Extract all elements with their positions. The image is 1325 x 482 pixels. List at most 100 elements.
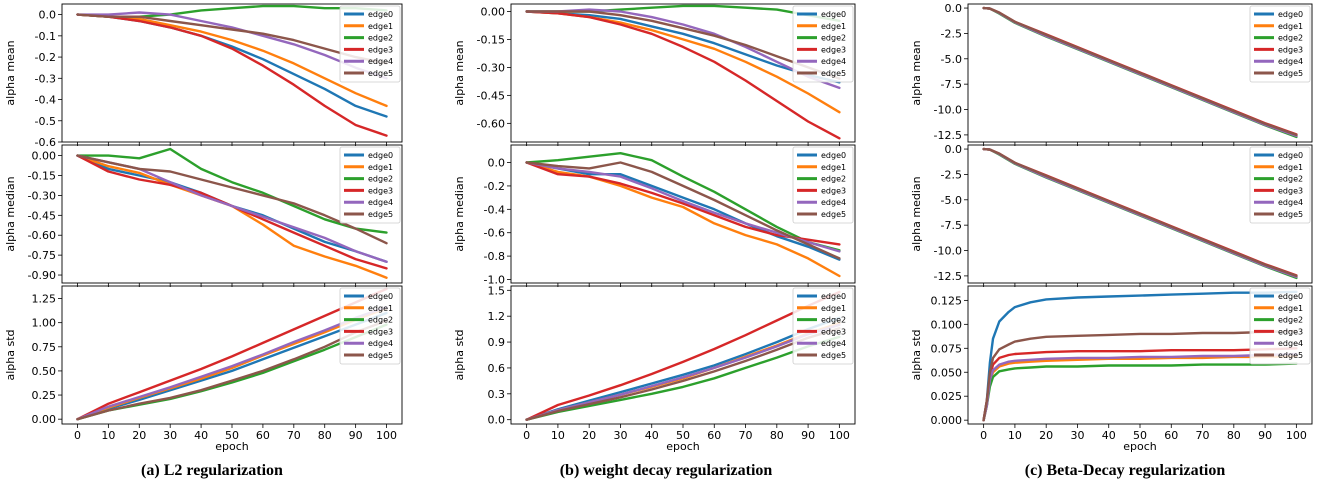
- xtick-label: 70: [1196, 429, 1210, 442]
- xtick-label: 80: [318, 429, 332, 442]
- series-line-edge5: [525, 327, 841, 421]
- ytick-label: -7.5: [941, 78, 962, 91]
- legend-label-edge1: edge1: [1278, 163, 1303, 172]
- series-line-edge0: [76, 311, 388, 421]
- series-line-edge4: [525, 323, 841, 421]
- ytick-label: 0.075: [931, 342, 963, 355]
- series-line-edge5: [76, 13, 388, 65]
- xtick-label: 10: [101, 429, 115, 442]
- series-line-edge4: [982, 352, 1298, 422]
- legend: edge0 edge1 edge2 edge3 edge4 edge5: [339, 287, 401, 365]
- y-axis-label: alpha median: [4, 176, 17, 251]
- xtick-label: 90: [801, 429, 815, 442]
- xtick-label: 60: [707, 429, 721, 442]
- x-axis-label: epoch: [215, 440, 249, 453]
- legend-label-edge0: edge0: [1278, 151, 1303, 160]
- legend-label-edge4: edge4: [821, 57, 846, 66]
- series-line-edge0: [525, 161, 841, 261]
- xtick-label: 80: [1227, 429, 1241, 442]
- subplot-2-1: 0.0 -2.5 -5.0 -7.5 -10.0 -12.5 alpha median edg…: [910, 143, 1313, 287]
- legend-label-edge5: edge5: [821, 351, 846, 360]
- legend-label-edge4: edge4: [368, 198, 393, 207]
- series-line-edge5: [982, 329, 1298, 422]
- legend-label-edge3: edge3: [821, 327, 846, 336]
- y-axis-label: alpha std: [910, 329, 923, 380]
- legend-label-edge5: edge5: [368, 69, 393, 78]
- ytick-label: -0.5: [35, 115, 56, 128]
- subplot-0-1: 0.00 -0.15 -0.30 -0.45 -0.60 -0.75 -0.90 alpha …: [4, 144, 403, 287]
- xtick-label: 40: [1102, 429, 1116, 442]
- ytick-label: -2.5: [941, 168, 962, 181]
- ytick-label: 0.00: [32, 150, 57, 163]
- legend-label-edge0: edge0: [1278, 292, 1303, 301]
- series-line-edge3: [525, 10, 841, 140]
- xtick-label: 60: [256, 429, 270, 442]
- subplot-0-2: 0.00 0.25 0.50 0.75 1.00 1.25 0 10 20 30 40 50 60 70 8…: [4, 285, 403, 453]
- legend-label-edge0: edge0: [821, 10, 846, 19]
- ytick-label: 0.0: [39, 9, 57, 22]
- ytick-label: -0.90: [28, 269, 56, 282]
- series-line-edge5: [525, 161, 841, 260]
- ytick-label: -0.2: [484, 180, 505, 193]
- ytick-label: -0.1: [35, 30, 56, 43]
- y-axis-label: alpha median: [453, 176, 466, 251]
- ytick-label: 0.0: [945, 2, 963, 15]
- legend-label-edge2: edge2: [1278, 34, 1303, 43]
- ytick-label: -0.30: [28, 189, 56, 202]
- legend-label-edge2: edge2: [821, 175, 846, 184]
- series-line-edge2: [525, 151, 841, 252]
- xtick-label: 0: [74, 429, 81, 442]
- ytick-label: -5.0: [941, 53, 962, 66]
- legend-label-edge0: edge0: [368, 292, 393, 301]
- legend-label-edge2: edge2: [1278, 175, 1303, 184]
- legend-label-edge5: edge5: [368, 210, 393, 219]
- legend-label-edge4: edge4: [1278, 339, 1303, 348]
- subplot-2-2: 0.000 0.025 0.050 0.075 0.100 0.125 0 10 20 30 40 5…: [910, 285, 1313, 453]
- ytick-label: 0.3: [488, 388, 506, 401]
- legend-label-edge0: edge0: [821, 151, 846, 160]
- ytick-label: -0.45: [28, 209, 56, 222]
- series-line-edge5: [525, 10, 841, 80]
- ytick-label: 0.00: [32, 413, 57, 426]
- legend-label-edge1: edge1: [821, 22, 846, 31]
- legend-label-edge1: edge1: [368, 22, 393, 31]
- xtick-label: 60: [1164, 429, 1178, 442]
- legend-label-edge5: edge5: [1278, 351, 1303, 360]
- ytick-label: -0.15: [477, 33, 505, 46]
- ytick-label: 0.50: [32, 365, 57, 378]
- ytick-label: -0.6: [35, 136, 56, 149]
- legend-label-edge5: edge5: [1278, 69, 1303, 78]
- xtick-label: 90: [1258, 429, 1272, 442]
- ytick-label: 0.000: [931, 414, 963, 427]
- xtick-label: 0: [523, 429, 530, 442]
- legend-label-edge2: edge2: [368, 175, 393, 184]
- ytick-label: -12.5: [934, 270, 962, 283]
- legend-label-edge1: edge1: [368, 304, 393, 313]
- legend-label-edge0: edge0: [368, 10, 393, 19]
- y-axis-label: alpha mean: [4, 40, 17, 105]
- xtick-label: 100: [1286, 429, 1307, 442]
- legend: edge0 edge1 edge2 edge3 edge4 edge5: [1249, 5, 1311, 83]
- series-line-edge0: [525, 316, 841, 421]
- xtick-label: 50: [1133, 429, 1147, 442]
- legend-label-edge3: edge3: [368, 327, 393, 336]
- subplot-0-0: 0.0 -0.1 -0.2 -0.3 -0.4 -0.5 -0.6 alpha mean edg…: [4, 3, 403, 149]
- ytick-label: -0.30: [477, 61, 505, 74]
- series-line-edge4: [76, 11, 388, 80]
- series-line-edge3: [525, 161, 841, 246]
- y-axis-label: alpha mean: [910, 40, 923, 105]
- legend-label-edge1: edge1: [368, 163, 393, 172]
- legend-label-edge2: edge2: [368, 34, 393, 43]
- series-line-edge4: [76, 306, 388, 421]
- series-line-edge0: [525, 10, 841, 84]
- legend: edge0 edge1 edge2 edge3 edge4 edge5: [792, 5, 854, 83]
- series-line-edge1: [525, 161, 841, 278]
- xtick-label: 50: [676, 429, 690, 442]
- legend-label-edge4: edge4: [821, 198, 846, 207]
- xtick-label: 10: [551, 429, 565, 442]
- legend-label-edge0: edge0: [368, 151, 393, 160]
- legend-label-edge4: edge4: [821, 339, 846, 348]
- xtick-label: 70: [739, 429, 753, 442]
- xtick-label: 10: [1008, 429, 1022, 442]
